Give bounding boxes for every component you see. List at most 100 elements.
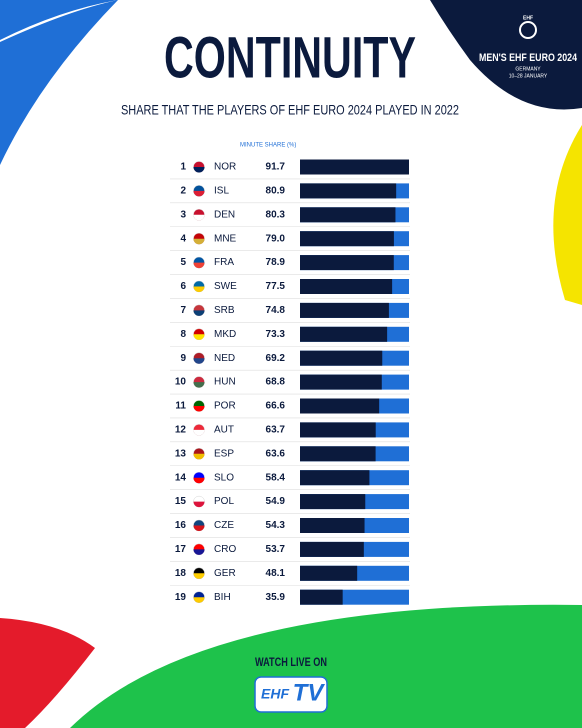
bar <box>300 231 394 247</box>
value-label: 54.9 <box>266 496 286 507</box>
country-code: SWE <box>214 281 237 292</box>
country-code: HUN <box>214 377 236 388</box>
flag-part <box>193 358 205 364</box>
bar <box>300 326 388 342</box>
value-label: 63.7 <box>266 425 286 436</box>
value-label: 80.9 <box>266 186 286 197</box>
logo-top: EHF <box>523 15 533 21</box>
country-code: ESP <box>214 448 234 459</box>
bar <box>300 398 380 414</box>
flag-part <box>193 382 205 388</box>
deco-blue <box>0 0 118 165</box>
rank: 5 <box>180 257 186 268</box>
bar <box>300 207 396 223</box>
flag-part <box>193 214 205 221</box>
flag-part <box>193 310 205 316</box>
country-code: DEN <box>214 209 235 220</box>
country-code: CRO <box>214 544 236 555</box>
flag-part <box>193 477 205 484</box>
country-code: POL <box>214 496 234 507</box>
rows: 1 NOR 91.7 2 ISL 80.9 3 DEN 80.3 4 MNE 79.0 5 FRA 78.9… <box>170 159 410 605</box>
chart-title: CONTINUITY <box>164 25 416 90</box>
footer-logo-tv: TV <box>293 679 326 706</box>
value-label: 63.6 <box>266 448 286 459</box>
country-code: SRB <box>214 305 235 316</box>
bar <box>300 565 358 581</box>
country-code: CZE <box>214 520 234 531</box>
flag-part <box>193 453 205 460</box>
bar <box>300 302 389 318</box>
flag-part <box>193 525 205 531</box>
deco-navy <box>430 0 582 110</box>
bar <box>300 350 383 366</box>
rank: 14 <box>175 472 187 483</box>
rank: 18 <box>175 568 187 579</box>
value-label: 78.9 <box>266 257 286 268</box>
rank: 19 <box>175 592 187 603</box>
flag-part <box>193 406 205 412</box>
value-label: 68.8 <box>266 377 286 388</box>
bar <box>300 183 397 199</box>
bar <box>300 470 370 486</box>
rank: 17 <box>175 544 187 555</box>
bar <box>300 374 382 390</box>
flag-part <box>193 190 205 197</box>
value-label: 35.9 <box>266 592 286 603</box>
country-code: NED <box>214 353 235 364</box>
value-label: 58.4 <box>266 472 286 483</box>
bar <box>300 494 366 510</box>
flag-part <box>193 286 205 292</box>
bar <box>300 518 365 533</box>
value-label: 66.6 <box>266 401 286 412</box>
rank: 4 <box>180 233 186 244</box>
deco-green <box>70 604 582 728</box>
bar <box>300 255 394 271</box>
bar <box>300 422 376 438</box>
value-label: 91.7 <box>266 162 286 173</box>
footer-logo-box <box>254 676 328 713</box>
flag-part <box>193 167 205 173</box>
value-label: 48.1 <box>266 568 286 579</box>
value-label: 80.3 <box>266 209 286 220</box>
bar <box>300 279 393 294</box>
value-label: 69.2 <box>266 353 286 364</box>
logo-name: MEN'S EHF EURO 2024 <box>479 52 578 64</box>
rank: 11 <box>175 401 186 412</box>
value-label: 74.8 <box>266 305 286 316</box>
rank: 15 <box>175 496 187 507</box>
flag-part <box>193 501 205 508</box>
bar <box>300 446 376 462</box>
rank: 8 <box>180 329 186 340</box>
value-label: 73.3 <box>266 329 286 340</box>
rank: 12 <box>175 425 187 436</box>
chart-subtitle: SHARE THAT THE PLAYERS OF EHF EURO 2024 … <box>121 102 459 118</box>
country-code: POR <box>214 401 236 412</box>
country-code: FRA <box>214 257 234 268</box>
rank: 7 <box>180 305 186 316</box>
value-label: 53.7 <box>266 544 286 555</box>
rank: 13 <box>175 448 187 459</box>
rank: 10 <box>175 377 187 388</box>
value-label: 54.3 <box>266 520 286 531</box>
country-code: GER <box>214 568 236 579</box>
country-code: AUT <box>214 425 234 436</box>
rank: 3 <box>180 209 186 220</box>
rank: 9 <box>180 353 186 364</box>
value-label: 79.0 <box>266 233 286 244</box>
country-code: MNE <box>214 233 237 244</box>
rank: 1 <box>180 162 186 173</box>
rank: 6 <box>180 281 186 292</box>
flag-part <box>193 597 205 603</box>
flag-part <box>193 429 205 436</box>
deco-yellow <box>553 125 582 305</box>
flag-part <box>193 262 205 269</box>
flag-part <box>193 549 205 555</box>
country-code: BIH <box>214 592 231 603</box>
country-code: SLO <box>214 472 234 483</box>
country-code: MKD <box>214 329 236 340</box>
bar <box>300 541 364 557</box>
flag-part <box>193 334 205 340</box>
country-code: NOR <box>214 162 236 173</box>
bar <box>300 159 409 175</box>
value-label: 77.5 <box>266 281 286 292</box>
